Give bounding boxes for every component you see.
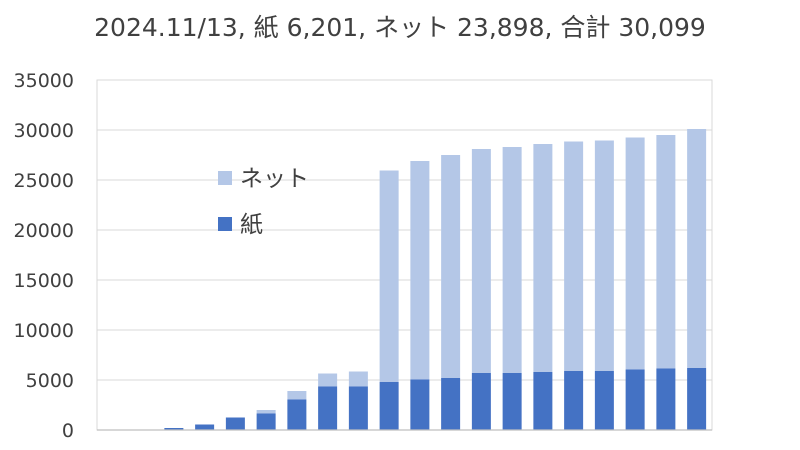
bar-net-7: [318, 373, 338, 387]
bar-paper-17: [625, 369, 645, 430]
bar-net-5: [256, 410, 276, 414]
y-tick-label-4: 20000: [14, 220, 74, 242]
bar-paper-13: [502, 373, 522, 430]
bar-net-8: [348, 371, 368, 387]
bar-net-10: [410, 161, 430, 380]
bar-paper-18: [656, 368, 676, 430]
y-tick-label-7: 35000: [14, 70, 74, 92]
bar-net-15: [564, 141, 584, 371]
y-tick-label-3: 15000: [14, 270, 74, 292]
bar-paper-11: [441, 378, 461, 430]
bar-paper-8: [348, 386, 368, 430]
bar-paper-14: [533, 372, 553, 430]
legend-label-paper: 紙: [240, 212, 263, 238]
bar-net-17: [625, 137, 645, 370]
chart-title: 2024.11/13, 紙 6,201, ネット 23,898, 合計 30,0…: [94, 13, 706, 42]
bar-paper-10: [410, 379, 430, 430]
bar-net-16: [594, 140, 614, 371]
bar-paper-5: [256, 413, 276, 430]
bar-net-12: [471, 149, 491, 373]
bar-paper-2: [164, 428, 184, 430]
bar-net-18: [656, 135, 676, 369]
bar-net-11: [441, 155, 461, 378]
bar-paper-4: [225, 417, 245, 430]
y-tick-label-6: 30000: [14, 120, 74, 142]
y-tick-label-1: 5000: [26, 370, 74, 392]
bar-net-14: [533, 144, 553, 372]
bar-paper-16: [594, 371, 614, 430]
bar-paper-6: [287, 399, 307, 430]
legend-label-net: ネット: [240, 166, 309, 192]
bar-net-13: [502, 147, 522, 373]
bar-net-9: [379, 170, 399, 382]
bar-net-19: [687, 129, 707, 368]
y-tick-label-0: 0: [62, 420, 74, 442]
bar-paper-19: [687, 367, 707, 430]
bar-paper-15: [564, 371, 584, 430]
y-tick-label-5: 25000: [14, 170, 74, 192]
y-tick-label-2: 10000: [14, 320, 74, 342]
bar-paper-7: [318, 386, 338, 430]
plot-area-border: [96, 79, 713, 431]
legend-swatch-net: [218, 171, 232, 185]
bar-paper-12: [471, 373, 491, 430]
bar-net-6: [287, 391, 307, 400]
bar-paper-9: [379, 382, 399, 430]
bar-paper-3: [195, 424, 215, 430]
legend-swatch-paper: [218, 217, 232, 231]
